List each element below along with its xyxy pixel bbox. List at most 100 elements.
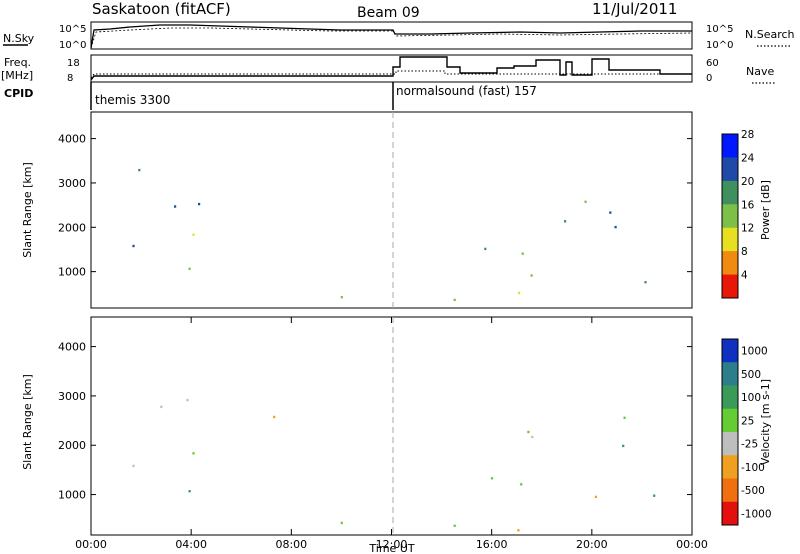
power-cell [138, 168, 141, 172]
velocity-ytick-label-3: 4000 [58, 341, 86, 354]
xtick-label-1: 04:00 [175, 538, 207, 551]
velocity-cell [160, 405, 163, 409]
power-cell [521, 252, 524, 255]
nave-label: Nave [746, 65, 774, 78]
power-cell [584, 200, 587, 203]
velocity-colorbar-swatch-7 [722, 501, 738, 526]
power-cell [192, 233, 195, 236]
velocity-colorbar-frame [721, 338, 739, 526]
power-cell [198, 202, 201, 206]
freq-tick-top: 18 [67, 58, 80, 69]
cpid-segment-2: normalsound (fast) 157 [396, 84, 537, 98]
nave-tick-top: 60 [706, 58, 719, 69]
velocity-cell [594, 495, 597, 499]
power-colorbar-swatch-2 [722, 180, 738, 205]
velocity-cell [340, 521, 343, 525]
xtick-label-2: 08:00 [275, 538, 307, 551]
power-colorbar-swatch-5 [722, 251, 738, 276]
xtick-label-3: 12:00 [376, 538, 408, 551]
time-x-axis: 00:00 04:00 08:00 12:00 16:00 20:00 00:00 [75, 317, 708, 551]
velocity-colorbar-tick-2: 100 [741, 392, 761, 404]
velocity-cell [517, 529, 520, 532]
power-ytick-label-3: 4000 [58, 133, 86, 146]
velocity-ylabel: Slant Range [km] [21, 374, 34, 470]
xtick-label-4: 16:00 [476, 538, 508, 551]
power-cell [453, 298, 456, 302]
power-colorbar-swatch-3 [722, 204, 738, 229]
power-colorbar-swatch-4 [722, 227, 738, 252]
cpid-label: CPID [4, 87, 33, 100]
nave-tick-bottom: 0 [706, 73, 712, 84]
power-colorbar-tick-6: 28 [741, 129, 754, 141]
beam-title: Beam 09 [357, 5, 420, 21]
velocity-ytick-label-1: 2000 [58, 439, 86, 452]
power-cell [484, 247, 487, 251]
velocity-cell [653, 494, 656, 497]
frequency-panel: Freq. [MHz] 18 8 60 0 Nave CPID themis 3… [1, 54, 776, 110]
velocity-ytick-label-0: 1000 [58, 489, 86, 502]
velocity-panel: 1000 2000 3000 4000 Slant Range [km] 1000 50… [21, 316, 772, 554]
power-ylabel: Slant Range [km] [21, 162, 34, 258]
date-title: 11/Jul/2011 [592, 0, 677, 18]
velocity-colorbar-tick-0: 1000 [741, 346, 768, 358]
power-cell [518, 291, 521, 295]
noise-sky-label: N.Sky [3, 32, 35, 45]
station-title: Saskatoon (fitACF) [92, 0, 231, 18]
velocity-colorbar-swatch-4 [722, 432, 738, 456]
power-ytick-label-2: 3000 [58, 177, 86, 190]
power-colorbar-tick-5: 24 [741, 152, 755, 164]
power-y-axis: 1000 2000 3000 4000 [58, 133, 692, 279]
velocity-colorbar-label: Velocity [m s-1] [759, 379, 772, 465]
power-colorbar-label: Power [dB] [759, 180, 772, 240]
power-colorbar-frame [721, 133, 739, 299]
noise-tick-bottom-right: 10^0 [706, 40, 733, 51]
power-cell [614, 225, 617, 229]
velocity-cell [520, 483, 523, 486]
velocity-cell [186, 398, 189, 402]
velocity-colorbar-swatch-2 [722, 385, 738, 410]
velocity-colorbar-tick-5: -100 [741, 462, 765, 474]
power-colorbar-swatch-0 [722, 134, 738, 158]
velocity-cell [192, 452, 195, 455]
power-colorbar-tick-2: 12 [741, 223, 754, 235]
xtick-label-6: 00:00 [676, 538, 708, 551]
power-cell [188, 267, 191, 270]
velocity-colorbar-tick-4: -25 [741, 439, 758, 451]
power-colorbar: 4 8 12 16 20 24 28 [721, 129, 755, 299]
power-ytick-label-0: 1000 [58, 266, 86, 279]
velocity-cell [490, 477, 494, 480]
cpid-segment-1: themis 3300 [95, 93, 170, 107]
velocity-colorbar-swatch-1 [722, 362, 738, 386]
noise-tick-top-right: 10^5 [706, 24, 733, 35]
power-cell [644, 281, 647, 284]
power-colorbar-tick-3: 16 [741, 199, 755, 211]
xtick-label-0: 00:00 [75, 538, 107, 551]
power-cell [132, 244, 135, 248]
velocity-colorbar-swatch-5 [722, 455, 738, 479]
power-cell [564, 220, 567, 223]
velocity-y-axis: 1000 2000 3000 4000 [58, 341, 692, 502]
power-colorbar-tick-4: 20 [741, 176, 754, 188]
velocity-colorbar-tick-3: 25 [741, 415, 754, 427]
velocity-colorbar-tick-1: 500 [741, 369, 761, 381]
velocity-cell [622, 444, 625, 448]
power-ytick-label-1: 2000 [58, 221, 86, 234]
power-cell [174, 205, 177, 208]
velocity-cell [453, 524, 456, 527]
power-colorbar-tick-0: 4 [741, 270, 748, 282]
velocity-cell [623, 416, 626, 419]
freq-tick-bottom: 8 [67, 73, 73, 84]
velocity-cell [273, 415, 276, 419]
velocity-cell [188, 490, 191, 493]
velocity-colorbar-swatch-0 [722, 339, 738, 363]
power-cell [340, 296, 343, 299]
velocity-cell [531, 435, 534, 439]
noise-tick-top-left: 10^5 [59, 24, 86, 35]
power-panel: 1000 2000 3000 4000 Slant Range [km] 4 8 12 16… [21, 111, 772, 309]
noise-tick-bottom-left: 10^0 [59, 40, 86, 51]
velocity-colorbar-tick-7: -1000 [741, 508, 772, 520]
power-colorbar-swatch-6 [722, 274, 738, 299]
velocity-ytick-label-2: 3000 [58, 390, 86, 403]
xtick-label-5: 20:00 [576, 538, 608, 551]
